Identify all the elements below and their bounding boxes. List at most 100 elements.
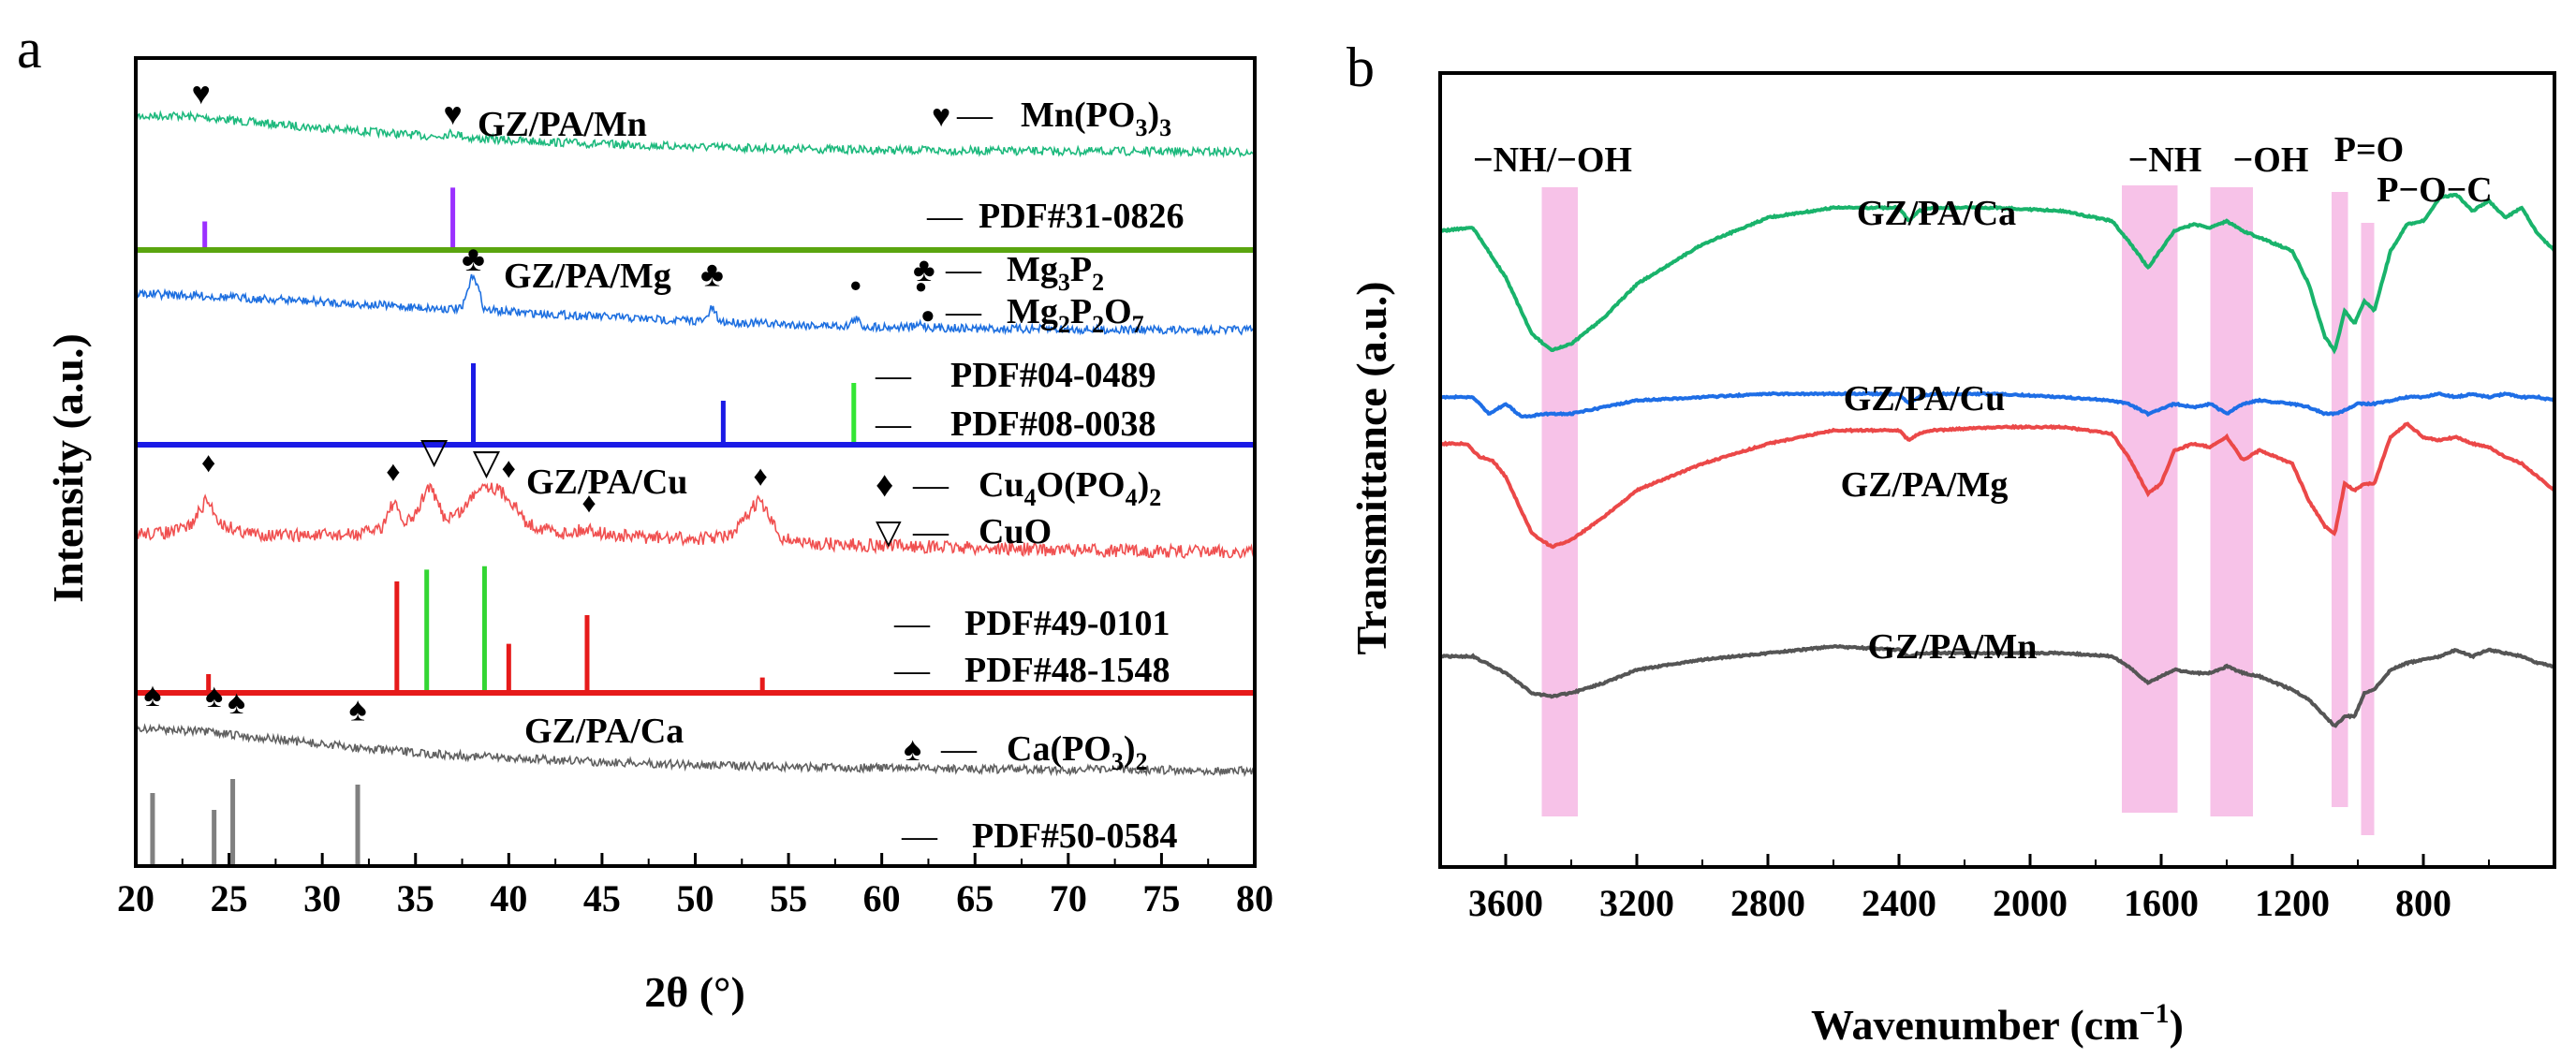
legend-dash-ref: — xyxy=(893,651,931,690)
x-tick-label: 65 xyxy=(956,877,994,919)
band-highlight xyxy=(2122,185,2178,813)
x-tick-label: 25 xyxy=(211,877,248,919)
legend-dash-ref: — xyxy=(926,197,964,236)
x-tick-label: 55 xyxy=(770,877,807,919)
x-tick-label: 1200 xyxy=(2255,882,2330,924)
xrd-trace-3 xyxy=(135,482,1255,559)
legend-dash: — xyxy=(912,512,949,551)
x-tick-label: 40 xyxy=(490,877,527,919)
curve-label-cu: GZ/PA/Cu xyxy=(1844,379,2005,419)
sample-label-mn: GZ/PA/Mn xyxy=(478,105,647,144)
ftir-x-axis-title: Wavenumber (cm−1) xyxy=(1811,998,2184,1049)
legend-dash: — xyxy=(956,96,994,135)
ftir-plot-frame xyxy=(1438,71,2556,869)
x-tick-label: 50 xyxy=(677,877,714,919)
peak-marker: ▽ xyxy=(473,443,501,482)
ftir-band-highlights xyxy=(1541,185,2375,835)
legend-symbol-spade: ♠ xyxy=(904,730,921,768)
x-tick-label: 2000 xyxy=(1993,882,2068,924)
ref-label-04-0489: PDF#04-0489 xyxy=(950,356,1156,395)
band-highlight xyxy=(1541,187,1578,816)
ftir-y-axis-title: Transmittance (a.u.) xyxy=(1347,281,1395,654)
legend-label-mg3p2: Mg3P2 xyxy=(1007,250,1104,296)
xrd-trace-4 xyxy=(135,722,1255,778)
panel-a: a ♥♥♣ ♣ ● ●♦ ♦▽ ▽ ♦♦♦♠ ♠ ♠ ♠ 20 25 30 35 40 45 50 55 60 65… xyxy=(17,18,1273,1016)
band-label-p-o-double: P=O xyxy=(2334,130,2404,169)
sample-label-mg: GZ/PA/Mg xyxy=(504,257,671,296)
legend-label-cuo: CuO xyxy=(979,512,1052,551)
legend-mg: ♣ — Mg3P2 ● — Mg2P2O7 — PDF#04-0489 — PD… xyxy=(875,250,1156,444)
x-tick-label: 1600 xyxy=(2124,882,2199,924)
legend-dash: — xyxy=(945,292,982,331)
peak-marker: ♦ xyxy=(502,453,516,484)
ftir-traces xyxy=(1438,192,2556,728)
band-highlight xyxy=(2210,187,2253,816)
curve-label-ca: GZ/PA/Ca xyxy=(1857,194,2016,233)
legend-label-mn-po3: Mn(PO3)3 xyxy=(1021,96,1171,141)
curve-label-mg: GZ/PA/Mg xyxy=(1841,465,2009,505)
peak-marker: ♦ xyxy=(386,457,400,488)
sample-label-ca: GZ/PA/Ca xyxy=(524,712,684,751)
legend-symbol-triangle: ▽ xyxy=(876,513,902,551)
x-tick-label: 60 xyxy=(863,877,901,919)
legend-mn: ♥ — Mn(PO3)3 — PDF#31-0826 xyxy=(926,96,1185,236)
peak-marker: ♦ xyxy=(754,461,768,492)
xrd-y-axis-title: Intensity (a.u.) xyxy=(44,333,92,603)
legend-cu: ♦ — Cu4O(PO4)2 ▽ — CuO — PDF#49-0101 — P… xyxy=(876,465,1170,690)
ref-label-48-1548: PDF#48-1548 xyxy=(964,651,1170,690)
curve-label-mn: GZ/PA/Mn xyxy=(1868,627,2038,667)
xrd-trace-1 xyxy=(135,110,1255,158)
peak-marker: ♠ xyxy=(228,683,245,721)
band-label-p-o-c: P−O−C xyxy=(2377,170,2493,210)
band-label-nh: −NH xyxy=(2128,140,2202,180)
peak-marker: ▽ xyxy=(420,432,449,471)
peak-marker: ♥ xyxy=(443,97,462,132)
panel-label-b: b xyxy=(1347,37,1375,98)
legend-label-ca-po3-2: Ca(PO3)2 xyxy=(1007,729,1148,775)
ref-label-08-0038: PDF#08-0038 xyxy=(950,404,1156,444)
x-tick-label: 2400 xyxy=(1862,882,1936,924)
peak-marker: ♠ xyxy=(348,691,366,728)
legend-symbol-club: ♣ xyxy=(913,251,935,288)
panel-label-a: a xyxy=(17,18,42,80)
legend-dash-ref: — xyxy=(901,816,938,856)
x-tick-label: 75 xyxy=(1142,877,1180,919)
legend-symbol-diamond: ♦ xyxy=(876,465,893,505)
x-tick-label: 30 xyxy=(303,877,341,919)
x-tick-label: 80 xyxy=(1236,877,1273,919)
x-tick-label: 3200 xyxy=(1599,882,1674,924)
x-tick-label: 800 xyxy=(2395,882,2451,924)
xrd-x-axis-title: 2θ (°) xyxy=(644,968,745,1016)
legend-dash: — xyxy=(940,729,978,769)
ref-label-50-0584: PDF#50-0584 xyxy=(972,816,1178,856)
legend-symbol-dot: ● xyxy=(920,301,935,329)
sample-label-cu: GZ/PA/Cu xyxy=(526,463,687,502)
x-tick-label: 70 xyxy=(1050,877,1087,919)
peak-marker: ● xyxy=(849,273,861,297)
peak-marker: ♣ xyxy=(462,240,485,279)
ftir-trace-3 xyxy=(1438,421,2555,550)
x-tick-label: 2800 xyxy=(1730,882,1805,924)
ftir-trace-1 xyxy=(1438,192,2556,355)
peak-marker: ♠ xyxy=(143,676,161,713)
ftir-trace-2 xyxy=(1439,390,2555,419)
legend-dash-ref: — xyxy=(875,404,912,444)
legend-dash-ref: — xyxy=(893,604,931,643)
legend-label-cu4o-po4-2: Cu4O(PO4)2 xyxy=(979,465,1161,511)
band-label-nh-oh: −NH/−OH xyxy=(1473,140,1632,180)
peak-marker: ♣ xyxy=(700,256,724,295)
peak-marker: ♠ xyxy=(205,677,223,714)
legend-dash: — xyxy=(945,250,982,289)
peak-marker: ● xyxy=(915,274,927,298)
legend-dash-ref: — xyxy=(875,356,912,395)
x-tick-label: 20 xyxy=(117,877,155,919)
legend-symbol-heart: ♥ xyxy=(932,99,950,134)
legend-ca: ♠ — Ca(PO3)2 — PDF#50-0584 xyxy=(901,729,1178,856)
band-highlight xyxy=(2361,223,2375,835)
legend-label-mg2p2o7: Mg2P2O7 xyxy=(1007,292,1144,338)
peak-marker: ♦ xyxy=(581,488,596,519)
xrd-traces: ♥♥♣ ♣ ● ●♦ ♦▽ ▽ ♦♦♦♠ ♠ ♠ ♠ xyxy=(135,77,1255,866)
peak-marker: ♥ xyxy=(192,77,211,111)
ftir-trace-4 xyxy=(1440,643,2555,728)
